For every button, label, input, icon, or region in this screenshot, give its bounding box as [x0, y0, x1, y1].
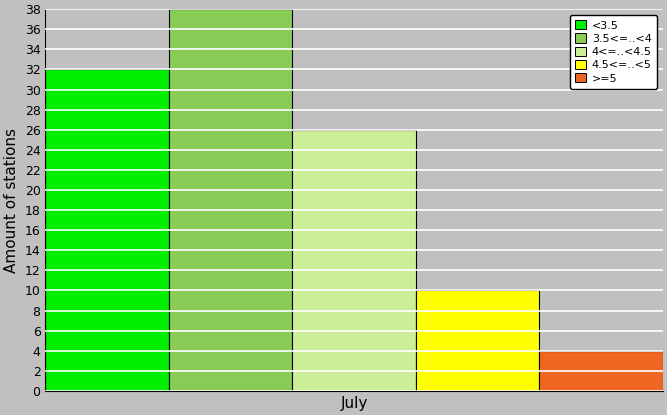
Bar: [540, 351, 663, 391]
Bar: [416, 290, 540, 391]
Bar: [169, 9, 292, 391]
Bar: [292, 130, 416, 391]
Legend: <3.5, 3.5<=..<4, 4<=..<4.5, 4.5<=..<5, >=5: <3.5, 3.5<=..<4, 4<=..<4.5, 4.5<=..<5, >…: [570, 15, 657, 89]
Y-axis label: Amount of stations: Amount of stations: [4, 127, 19, 273]
Bar: [45, 69, 169, 391]
